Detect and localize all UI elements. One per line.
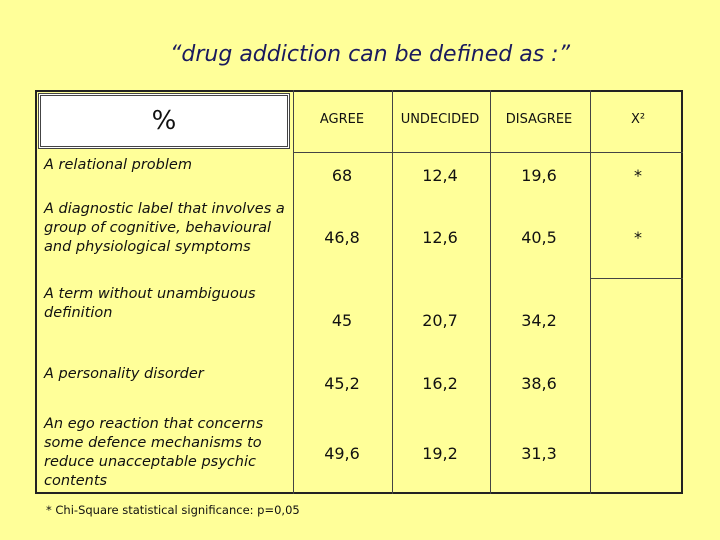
column-header: AGREE [319,112,365,127]
column-line [590,90,591,494]
cell-value: 16,2 [422,374,458,393]
column-line [392,90,393,494]
cell-value: * [634,166,642,185]
column-header: DISAGREE [505,112,573,127]
cell-value: 34,2 [521,311,557,330]
cell-value: 38,6 [521,374,557,393]
column-header: UNDECIDED [400,112,480,127]
column-line [490,90,491,494]
slide-title: “drug addiction can be defined as :” [170,42,570,67]
row-label: A personality disorder [44,366,204,382]
row-label: A term without unambiguous definition [44,286,256,321]
cell-value: 45,2 [324,374,360,393]
cell-value: * [634,228,642,247]
column-line [293,90,294,494]
cell-value: 19,6 [521,166,557,185]
cell-value: 19,2 [422,444,458,463]
footnote: * Chi-Square statistical significance: p… [46,503,300,517]
cell-value: 45 [331,311,353,330]
cell-value: 40,5 [521,228,557,247]
row-label: An ego reaction that concerns some defen… [44,416,264,489]
cell-value: 12,4 [422,166,458,185]
row-line [590,278,683,279]
cell-value: 12,6 [422,228,458,247]
column-header: X² [630,112,646,127]
header-line [293,152,683,153]
cell-value: 68 [331,166,353,185]
cell-value: 46,8 [324,228,360,247]
corner-cell: % [38,93,290,149]
row-label: A relational problem [44,157,192,173]
cell-value: 49,6 [324,444,360,463]
row-label: A diagnostic label that involves a group… [44,201,285,255]
cell-value: 31,3 [521,444,557,463]
cell-value: 20,7 [422,311,458,330]
table-frame [35,90,683,494]
